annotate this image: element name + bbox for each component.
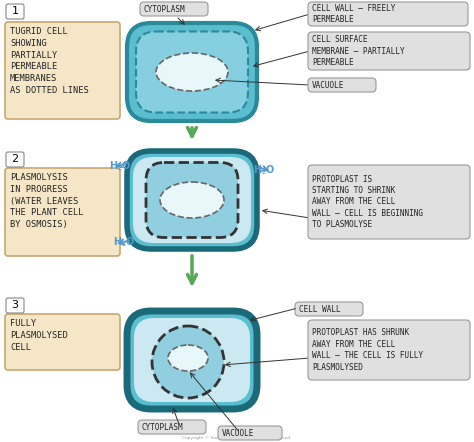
Text: CYTOPLASM: CYTOPLASM — [144, 4, 186, 14]
Text: PROTOPLAST HAS SHRUNK
AWAY FROM THE CELL
WALL – THE CELL IS FULLY
PLASMOLYSED: PROTOPLAST HAS SHRUNK AWAY FROM THE CELL… — [312, 328, 423, 372]
FancyBboxPatch shape — [6, 4, 24, 19]
FancyBboxPatch shape — [146, 163, 238, 237]
Ellipse shape — [160, 182, 224, 218]
FancyBboxPatch shape — [308, 78, 376, 92]
Text: PROTOPLAST IS
STARTING TO SHRINK
AWAY FROM THE CELL
WALL – CELL IS BEGINNING
TO : PROTOPLAST IS STARTING TO SHRINK AWAY FR… — [312, 175, 423, 229]
Text: Copyright © Save My Exams. All Rights Reserved.: Copyright © Save My Exams. All Rights Re… — [182, 436, 292, 440]
Text: H$_2$O: H$_2$O — [109, 159, 131, 173]
Text: H$_2$O: H$_2$O — [253, 163, 275, 177]
FancyBboxPatch shape — [134, 318, 250, 402]
FancyBboxPatch shape — [5, 314, 120, 370]
Text: PLASMOLYSIS
IN PROGRESS
(WATER LEAVES
THE PLANT CELL
BY OSMOSIS): PLASMOLYSIS IN PROGRESS (WATER LEAVES TH… — [10, 173, 83, 229]
FancyBboxPatch shape — [140, 2, 208, 16]
FancyBboxPatch shape — [308, 320, 470, 380]
Text: 2: 2 — [11, 155, 18, 164]
FancyBboxPatch shape — [133, 157, 251, 243]
Ellipse shape — [152, 326, 224, 398]
FancyBboxPatch shape — [218, 426, 282, 440]
FancyBboxPatch shape — [308, 32, 470, 70]
Ellipse shape — [168, 345, 208, 371]
FancyBboxPatch shape — [127, 311, 257, 409]
FancyBboxPatch shape — [5, 168, 120, 256]
FancyBboxPatch shape — [127, 23, 257, 121]
Text: 1: 1 — [11, 7, 18, 16]
FancyBboxPatch shape — [5, 22, 120, 119]
FancyBboxPatch shape — [138, 420, 206, 434]
FancyBboxPatch shape — [127, 151, 257, 249]
Text: 3: 3 — [11, 301, 18, 310]
Text: VACUOLE: VACUOLE — [312, 80, 345, 89]
FancyBboxPatch shape — [136, 31, 248, 113]
Text: VACUOLE: VACUOLE — [222, 428, 255, 438]
Text: FULLY
PLASMOLYSED
CELL: FULLY PLASMOLYSED CELL — [10, 319, 68, 351]
FancyBboxPatch shape — [308, 165, 470, 239]
Text: TUGRID CELL
SHOWING
PARTIALLY
PERMEABLE
MEMBRANES
AS DOTTED LINES: TUGRID CELL SHOWING PARTIALLY PERMEABLE … — [10, 27, 89, 95]
Ellipse shape — [156, 53, 228, 91]
Text: H$_2$O: H$_2$O — [113, 235, 136, 249]
Text: CELL SURFACE
MEMBRANE – PARTIALLY
PERMEABLE: CELL SURFACE MEMBRANE – PARTIALLY PERMEA… — [312, 35, 404, 67]
Text: CYTOPLASM: CYTOPLASM — [142, 423, 183, 431]
FancyBboxPatch shape — [295, 302, 363, 316]
FancyBboxPatch shape — [6, 152, 24, 167]
FancyBboxPatch shape — [6, 298, 24, 313]
FancyBboxPatch shape — [308, 2, 468, 26]
Text: CELL WALL: CELL WALL — [299, 305, 341, 313]
Text: CELL WALL – FREELY
PERMEABLE: CELL WALL – FREELY PERMEABLE — [312, 4, 395, 24]
